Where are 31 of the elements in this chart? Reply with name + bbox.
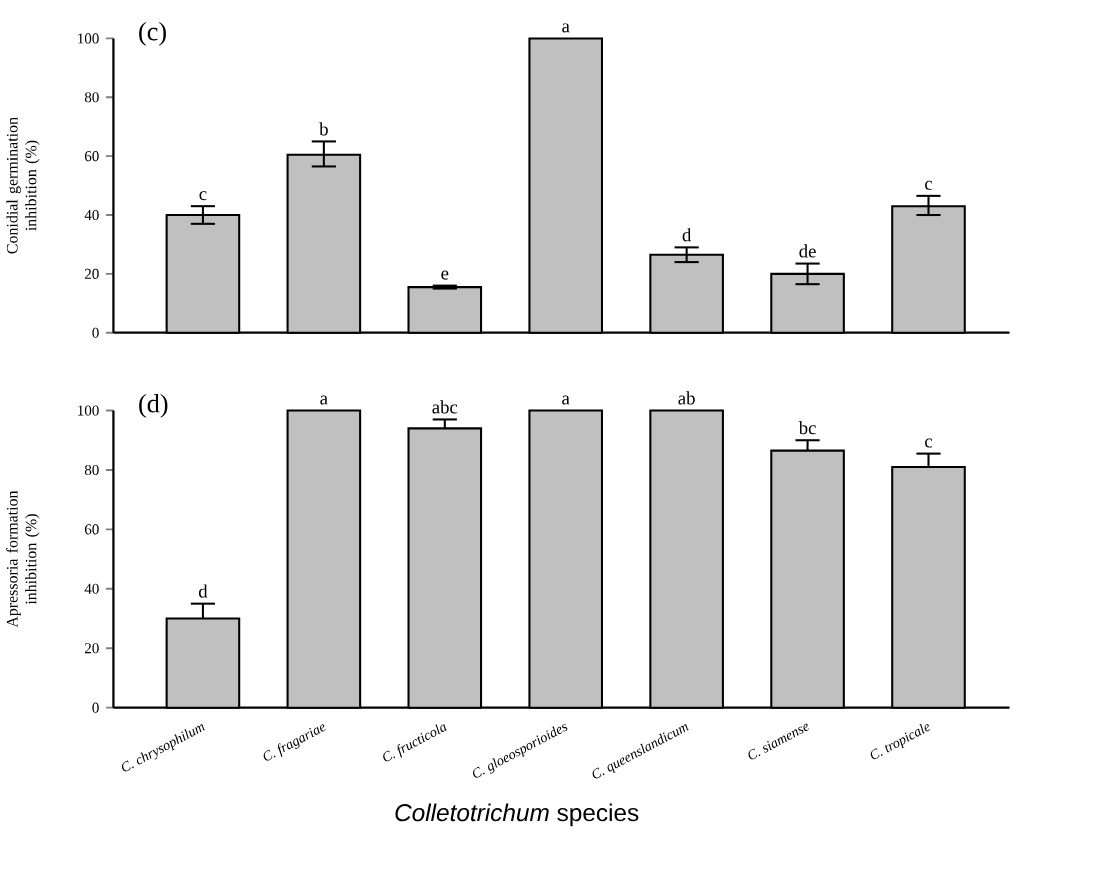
y-tick-label: 0 — [92, 702, 99, 713]
annotation: bc — [798, 420, 816, 435]
annotation: de — [799, 244, 816, 258]
annotation: a — [562, 395, 570, 405]
y-axis-title: Conidial germination inhibition (%) — [6, 117, 40, 254]
y-tick-label: 0 — [92, 327, 99, 338]
y-tick-label: 40 — [84, 583, 99, 594]
y-axis-title: Apressoria formation inhibition (%) — [6, 490, 40, 628]
annotation: a — [562, 23, 570, 33]
annotation: abc — [432, 400, 458, 414]
chart-title: (d) — [139, 393, 168, 418]
annotation: c — [199, 190, 207, 201]
y-tick-label: 20 — [84, 643, 99, 654]
annotation: e — [441, 270, 449, 280]
annotation: d — [198, 584, 208, 598]
y-tick-label: 80 — [84, 92, 99, 103]
y-tick-label: 40 — [84, 209, 99, 220]
y-tick-label: 80 — [84, 464, 99, 475]
chart-title: (c) — [139, 21, 166, 46]
y-tick-label: 60 — [84, 524, 99, 535]
annotation: c — [925, 180, 933, 190]
y-tick-label: 100 — [78, 33, 99, 44]
x-axis-title: Colletotrichum species — [395, 803, 639, 826]
y-tick-label: 100 — [78, 405, 99, 416]
annotation: b — [319, 122, 328, 136]
annotation: ab — [678, 391, 695, 405]
y-tick-label: 60 — [84, 150, 99, 162]
y-tick-label: 20 — [84, 268, 99, 279]
annotation: d — [682, 228, 692, 242]
annotation: c — [925, 438, 933, 448]
annotation: a — [320, 395, 328, 405]
